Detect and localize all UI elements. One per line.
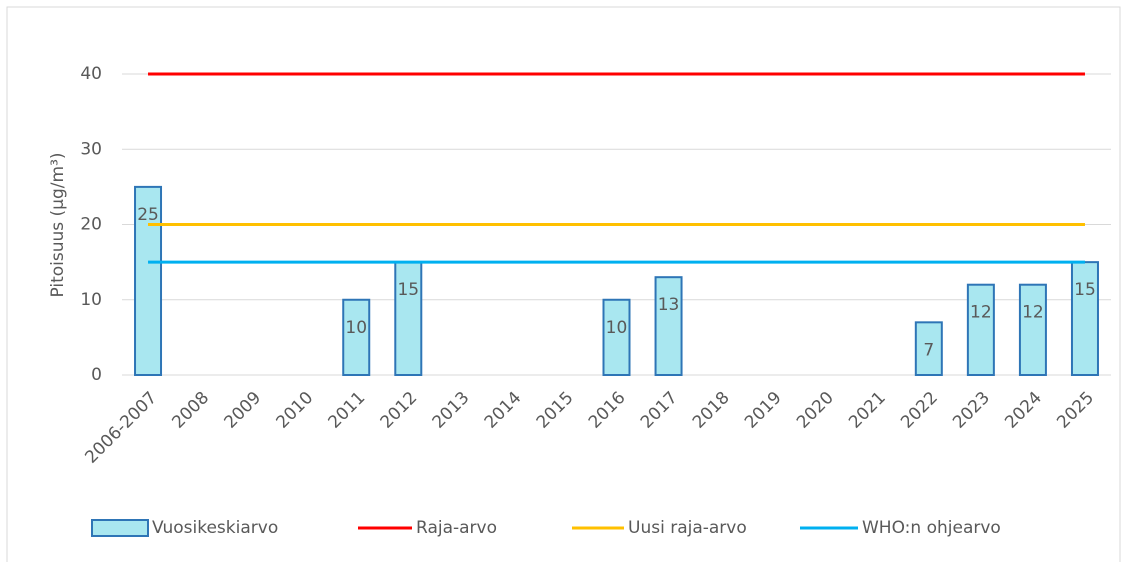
- x-tick-label: 2006-2007: [81, 388, 161, 468]
- x-tick-label: 2025: [1053, 388, 1098, 433]
- x-tick-label: 2022: [897, 388, 942, 433]
- y-tick-label: 20: [80, 215, 102, 235]
- data-label: 25: [137, 205, 159, 225]
- bar: [342, 298, 371, 376]
- x-tick-label: 2011: [325, 388, 370, 433]
- bar: [654, 276, 683, 376]
- y-tick-label: 40: [80, 64, 102, 84]
- bar: [1070, 261, 1099, 376]
- x-tick-label: 2020: [793, 388, 838, 433]
- legend-label: Raja-arvo: [416, 518, 497, 538]
- x-tick-label: 2024: [1001, 388, 1046, 433]
- bar: [394, 261, 423, 376]
- x-tick-label: 2018: [689, 388, 734, 433]
- data-label: 7: [923, 340, 934, 360]
- x-tick-label: 2008: [168, 388, 213, 433]
- bar: [134, 185, 163, 376]
- x-tick-label: 2010: [273, 388, 318, 433]
- data-label: 10: [606, 318, 628, 338]
- x-tick-label: 2009: [220, 388, 265, 433]
- x-tick-label: 2015: [533, 388, 578, 433]
- data-label: 13: [658, 295, 680, 315]
- data-label: 15: [397, 280, 419, 300]
- legend-swatch: [91, 519, 149, 537]
- legend-label: Uusi raja-arvo: [628, 518, 747, 538]
- chart-border: [6, 6, 1121, 562]
- x-tick-label: 2017: [637, 388, 682, 433]
- x-tick-label: 2014: [481, 388, 526, 433]
- bar: [914, 321, 943, 376]
- y-tick-label: 30: [80, 139, 102, 159]
- bar: [966, 283, 995, 376]
- bar: [602, 298, 631, 376]
- data-label: 10: [345, 318, 367, 338]
- bar: [1018, 283, 1047, 376]
- x-tick-label: 2013: [429, 388, 474, 433]
- x-tick-label: 2023: [949, 388, 994, 433]
- data-label: 15: [1074, 280, 1096, 300]
- x-tick-label: 2012: [377, 388, 422, 433]
- y-tick-label: 0: [91, 365, 102, 385]
- y-axis-label: Pitoisuus (µg/m³): [48, 152, 68, 297]
- data-label: 12: [1022, 303, 1044, 323]
- legend-label: WHO:n ohjearvo: [862, 518, 1001, 538]
- data-label: 12: [970, 303, 992, 323]
- y-tick-label: 10: [80, 290, 102, 310]
- x-tick-label: 2019: [741, 388, 786, 433]
- legend-label: Vuosikeskiarvo: [152, 518, 278, 538]
- x-tick-label: 2016: [585, 388, 630, 433]
- x-tick-label: 2021: [845, 388, 890, 433]
